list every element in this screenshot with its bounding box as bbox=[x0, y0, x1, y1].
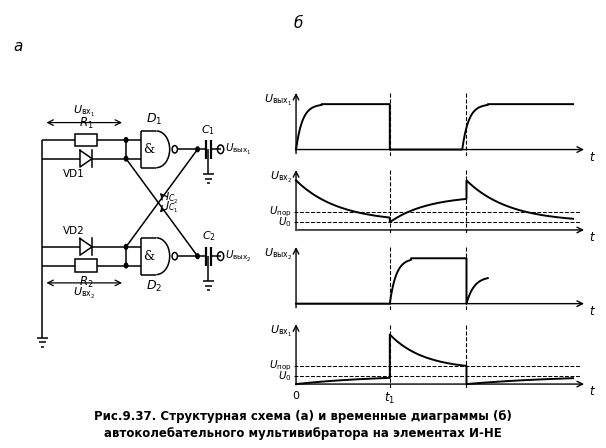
Text: $D_2$: $D_2$ bbox=[146, 279, 162, 294]
Text: VD2: VD2 bbox=[63, 226, 85, 236]
Text: $t$: $t$ bbox=[589, 231, 596, 244]
Text: $U_{\rm вх_2}$: $U_{\rm вх_2}$ bbox=[73, 286, 95, 302]
Text: $I_{C_1}$: $I_{C_1}$ bbox=[165, 200, 179, 215]
Text: $C_2$: $C_2$ bbox=[202, 230, 215, 243]
Text: $U_{\rm вых_2}$: $U_{\rm вых_2}$ bbox=[225, 249, 251, 264]
Circle shape bbox=[124, 156, 128, 161]
Text: б: б bbox=[294, 16, 303, 30]
Text: $R_2$: $R_2$ bbox=[79, 275, 93, 290]
Circle shape bbox=[196, 147, 199, 151]
Bar bbox=[75, 259, 97, 272]
Text: $U_0$: $U_0$ bbox=[279, 370, 292, 383]
Circle shape bbox=[124, 245, 128, 249]
Text: $U_{\rm вх_1}$: $U_{\rm вх_1}$ bbox=[270, 324, 293, 339]
Text: $t$: $t$ bbox=[589, 151, 596, 164]
Circle shape bbox=[196, 254, 199, 258]
Text: 0: 0 bbox=[293, 391, 299, 401]
Text: $U_{\rm вх_1}$: $U_{\rm вх_1}$ bbox=[73, 104, 95, 119]
Text: $R_1$: $R_1$ bbox=[79, 116, 93, 131]
Text: $C_1$: $C_1$ bbox=[201, 123, 216, 137]
Text: $t$: $t$ bbox=[589, 305, 596, 318]
Circle shape bbox=[124, 263, 128, 268]
Text: $I_{C_2}$: $I_{C_2}$ bbox=[165, 191, 179, 206]
Text: $U_{\rm вых_1}$: $U_{\rm вых_1}$ bbox=[264, 93, 293, 108]
Text: VD1: VD1 bbox=[63, 169, 85, 179]
Text: $U_0$: $U_0$ bbox=[279, 215, 292, 229]
Text: $U_{\rm вых_1}$: $U_{\rm вых_1}$ bbox=[225, 142, 251, 157]
Text: $D_1$: $D_1$ bbox=[146, 112, 162, 127]
Text: $U_{\rm пор}$: $U_{\rm пор}$ bbox=[269, 205, 292, 219]
Text: $U_{\rm вх_2}$: $U_{\rm вх_2}$ bbox=[270, 170, 293, 185]
Bar bbox=[75, 134, 97, 146]
Text: Рис.9.37. Структурная схема (а) и временные диаграммы (б): Рис.9.37. Структурная схема (а) и времен… bbox=[94, 410, 512, 423]
Text: $U_{\rm пор}$: $U_{\rm пор}$ bbox=[269, 359, 292, 373]
Text: &: & bbox=[143, 143, 154, 156]
Circle shape bbox=[124, 138, 128, 142]
Text: &: & bbox=[143, 250, 154, 263]
Text: $U_{\rm вых_2}$: $U_{\rm вых_2}$ bbox=[264, 247, 293, 262]
Text: $t$: $t$ bbox=[589, 385, 596, 398]
Text: а: а bbox=[13, 39, 22, 54]
Text: $t_1$: $t_1$ bbox=[384, 391, 395, 405]
Text: автоколебательного мультивибратора на элементах И-НЕ: автоколебательного мультивибратора на эл… bbox=[104, 427, 502, 440]
